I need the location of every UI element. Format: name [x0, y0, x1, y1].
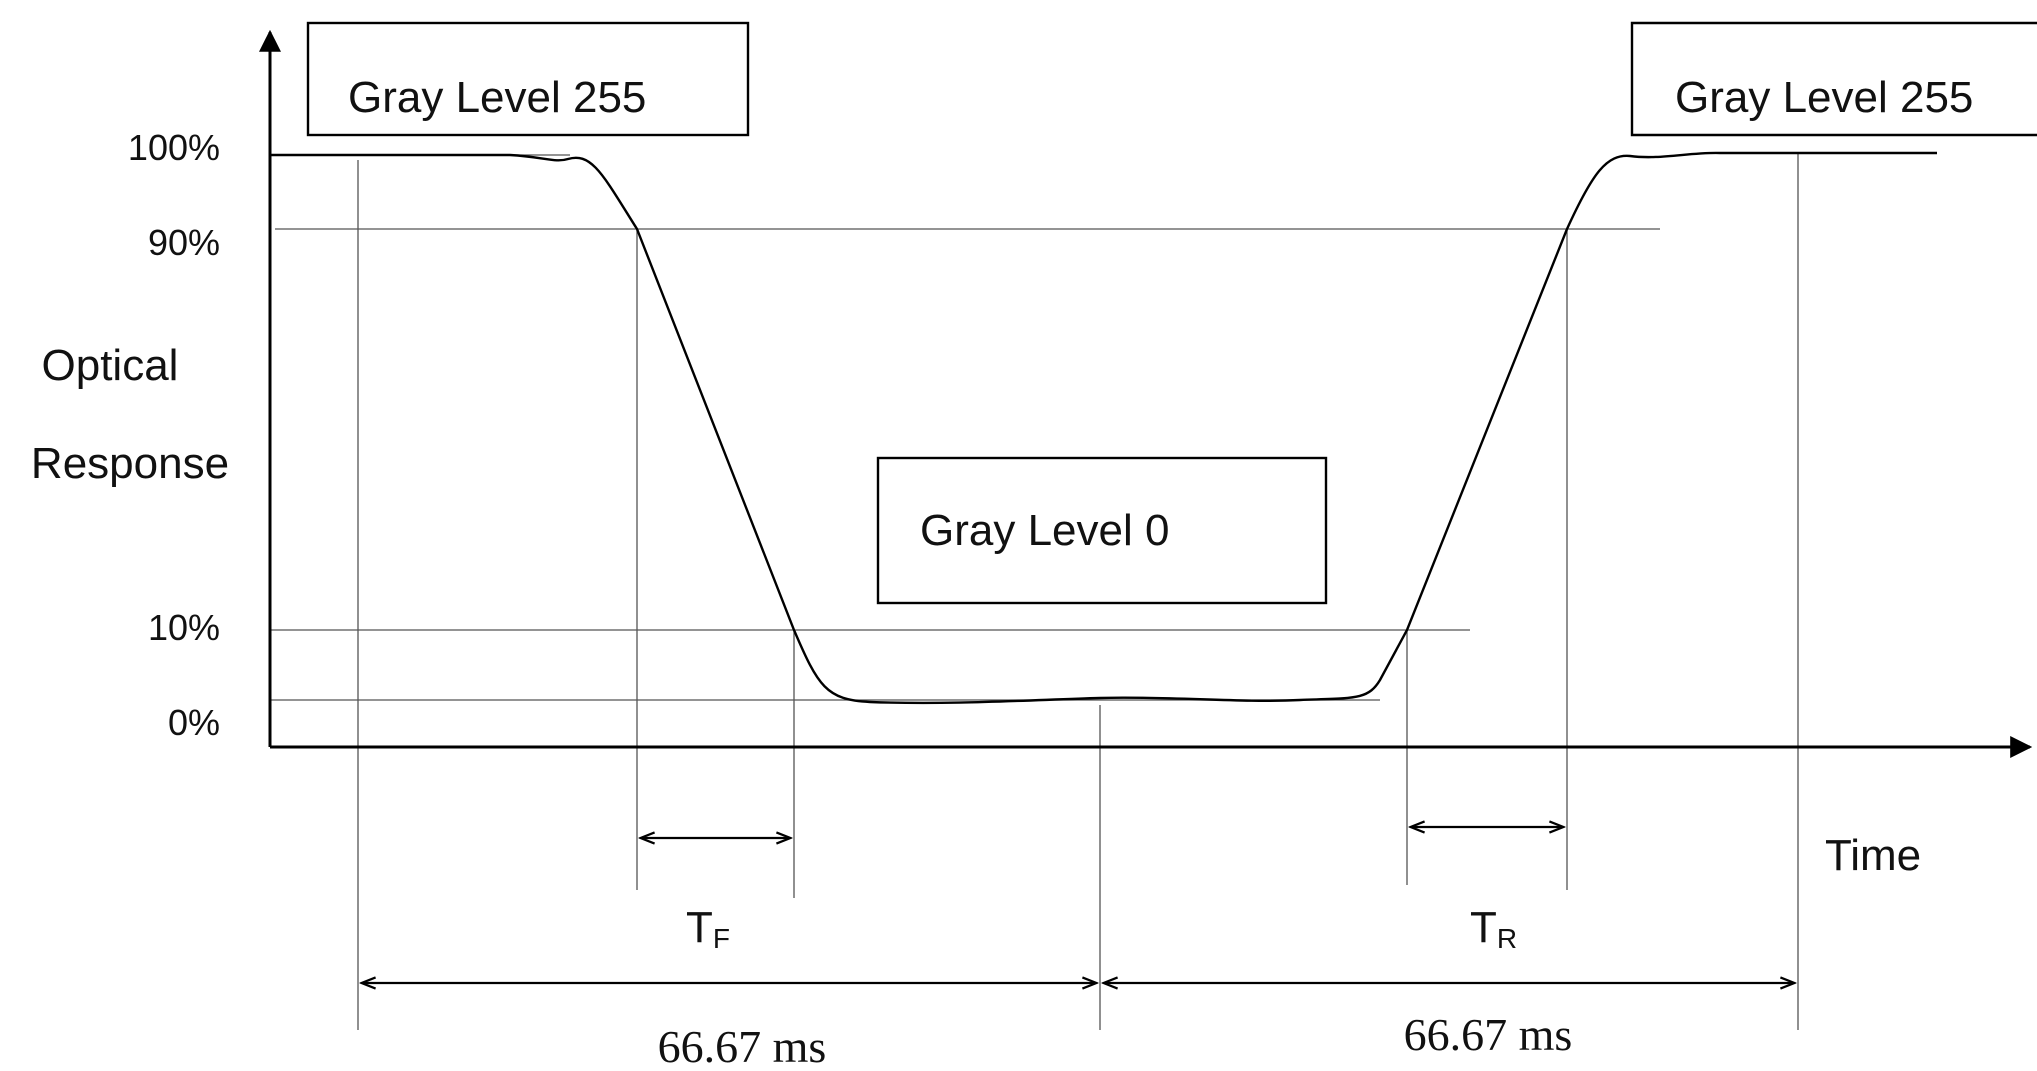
fall-time-label-main: T: [686, 903, 713, 952]
tick-label-10: 10%: [148, 607, 220, 648]
period-right-label: 66.67 ms: [1404, 1009, 1573, 1060]
rise-time-label-sub: R: [1497, 923, 1517, 954]
y-axis-title-line1: Optical: [42, 341, 179, 390]
gray-level-255-left-box: Gray Level 255: [306, 21, 750, 137]
gray-level-255-right-box: Gray Level 255: [1630, 21, 2037, 137]
optical-response-curve: [270, 151, 1937, 705]
fall-time-label-sub: F: [713, 923, 730, 954]
gray-level-0-box: Gray Level 0: [876, 456, 1328, 605]
rise-time-label-main: T: [1470, 903, 1497, 952]
tick-label-0: 0%: [168, 702, 220, 743]
tick-label-90: 90%: [148, 222, 220, 263]
tick-label-100: 100%: [128, 127, 220, 168]
gray-level-255-left-label: Gray Level 255: [348, 73, 646, 122]
gray-level-255-right-label: Gray Level 255: [1675, 73, 1973, 122]
gray-level-0-label: Gray Level 0: [920, 506, 1169, 555]
period-left-label: 66.67 ms: [658, 1021, 827, 1071]
x-axis-title: Time: [1825, 831, 1921, 880]
fall-time-label: TF: [686, 903, 730, 954]
rise-time-label: TR: [1470, 903, 1517, 954]
y-axis-title-line2: Response: [31, 439, 229, 488]
